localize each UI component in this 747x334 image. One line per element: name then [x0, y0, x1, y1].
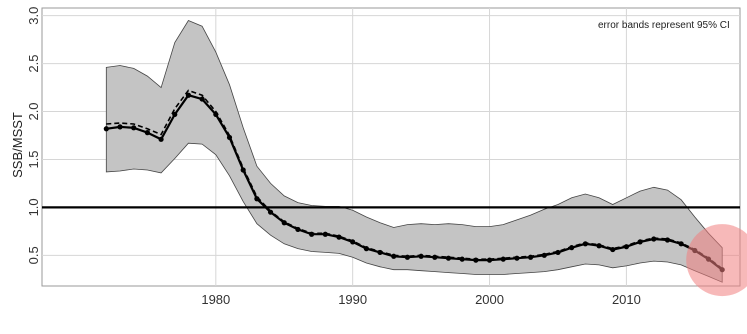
- y-axis-label: SSB/MSST: [10, 112, 25, 178]
- x-tick-label: 1990: [338, 292, 367, 307]
- series-line-solid: [106, 93, 723, 271]
- data-point: [651, 236, 657, 242]
- data-point: [103, 126, 109, 132]
- data-point: [432, 254, 438, 260]
- highlight-layer: [686, 224, 747, 297]
- data-point: [514, 255, 520, 261]
- y-tick-label: 1.0: [26, 198, 41, 216]
- data-point: [391, 253, 397, 259]
- y-tick-label: 1.5: [26, 150, 41, 168]
- x-tick-label: 2000: [475, 292, 504, 307]
- data-point: [185, 92, 192, 98]
- data-point: [158, 136, 164, 142]
- data-point: [131, 125, 137, 131]
- data-point: [172, 111, 178, 118]
- error-band-note: error bands represent 95% CI: [598, 20, 730, 31]
- series-line-dashed: [106, 89, 723, 270]
- y-tick-labels: 0.5 1.0 1.5 2.0 2.5 3.0: [26, 7, 41, 265]
- data-point: [199, 96, 205, 102]
- data-point: [418, 253, 424, 259]
- x-tick-label: 1980: [201, 292, 230, 307]
- series-layer: [103, 89, 725, 273]
- y-tick-label: 0.5: [26, 246, 41, 264]
- highlight-circle: [686, 224, 747, 297]
- y-tick-label: 2.5: [26, 55, 41, 73]
- x-tick-label: 2010: [612, 292, 641, 307]
- data-point: [445, 255, 452, 261]
- y-tick-label: 3.0: [26, 7, 41, 25]
- x-tick-labels: 1980 1990 2000 2010: [201, 292, 641, 307]
- data-point: [226, 134, 233, 141]
- y-tick-label: 2.0: [26, 102, 41, 120]
- data-point: [117, 124, 123, 130]
- data-point: [144, 130, 150, 136]
- data-point: [500, 256, 506, 262]
